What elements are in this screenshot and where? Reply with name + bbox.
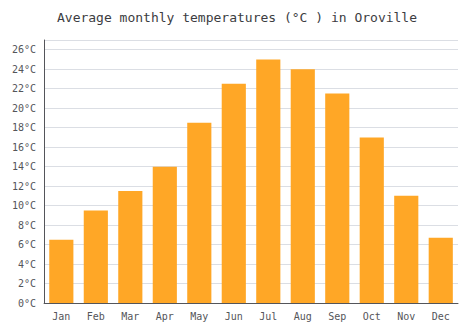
svg-text:2°C: 2°C xyxy=(18,278,36,289)
svg-text:8°C: 8°C xyxy=(18,220,36,231)
svg-text:Sep: Sep xyxy=(328,311,346,322)
svg-text:Nov: Nov xyxy=(397,311,415,322)
svg-text:0°C: 0°C xyxy=(18,298,36,309)
svg-text:Aug: Aug xyxy=(294,311,312,322)
svg-text:Jan: Jan xyxy=(52,311,70,322)
svg-text:20°C: 20°C xyxy=(12,103,36,114)
svg-text:26°C: 26°C xyxy=(12,44,36,55)
svg-text:4°C: 4°C xyxy=(18,259,36,270)
svg-text:6°C: 6°C xyxy=(18,239,36,250)
svg-text:14°C: 14°C xyxy=(12,161,36,172)
svg-text:22°C: 22°C xyxy=(12,83,36,94)
svg-text:12°C: 12°C xyxy=(12,181,36,192)
svg-text:Oct: Oct xyxy=(363,311,381,322)
svg-text:Mar: Mar xyxy=(121,311,139,322)
svg-text:24°C: 24°C xyxy=(12,64,36,75)
svg-text:16°C: 16°C xyxy=(12,142,36,153)
svg-text:18°C: 18°C xyxy=(12,122,36,133)
svg-text:Jun: Jun xyxy=(225,311,243,322)
svg-text:10°C: 10°C xyxy=(12,200,36,211)
svg-text:Jul: Jul xyxy=(259,311,277,322)
svg-text:Average monthly temperatures (: Average monthly temperatures (°C ) in Or… xyxy=(57,10,417,25)
svg-text:May: May xyxy=(190,311,208,322)
svg-text:Apr: Apr xyxy=(156,311,174,322)
svg-text:Feb: Feb xyxy=(87,311,105,322)
svg-text:Dec: Dec xyxy=(432,311,450,322)
